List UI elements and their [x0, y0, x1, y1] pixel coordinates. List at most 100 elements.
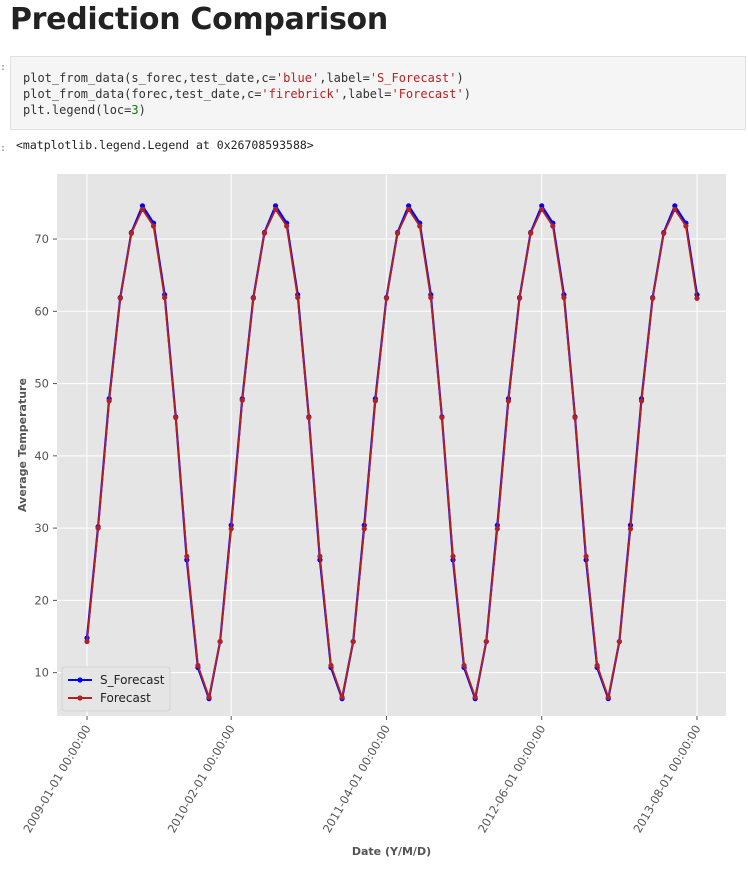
- code-token: ): [463, 87, 471, 101]
- x-tick-label: 2012-06-01 00:00:00: [475, 723, 548, 836]
- data-point: [272, 206, 279, 213]
- data-point: [150, 223, 157, 229]
- x-axis-label: Date (Y/M/D): [352, 845, 431, 858]
- data-point: [184, 553, 190, 559]
- data-point: [627, 526, 634, 532]
- data-point: [228, 526, 234, 532]
- code-line: plt.legend(loc=3): [23, 102, 745, 118]
- data-point: [95, 525, 101, 531]
- data-point: [450, 553, 456, 559]
- series-forecast: [84, 206, 700, 700]
- data-point: [661, 230, 667, 236]
- code-token: 'firebrick': [261, 87, 341, 101]
- data-point: [550, 223, 556, 229]
- data-point: [516, 295, 523, 301]
- code-token: ,label=: [340, 87, 392, 101]
- code-token: 'S_Forecast': [369, 71, 457, 85]
- data-point: [417, 223, 423, 229]
- y-tick-label: 20: [34, 593, 49, 607]
- data-point: [383, 295, 390, 301]
- data-point: [128, 230, 134, 236]
- data-point: [694, 295, 700, 301]
- data-point: [439, 414, 445, 421]
- code-token: ,label=: [319, 71, 370, 85]
- y-tick-label: 10: [34, 666, 49, 680]
- data-point: [84, 638, 90, 645]
- data-point: [483, 638, 489, 645]
- data-point: [461, 662, 467, 669]
- data-point: [272, 203, 279, 209]
- data-point: [539, 203, 545, 209]
- code-token: ): [138, 103, 146, 117]
- legend-box: [61, 666, 171, 712]
- code-token: plot_from_data(forec,test_date,c=: [23, 87, 262, 101]
- cell-output-text: <matplotlib.legend.Legend at 0x267085935…: [16, 138, 314, 152]
- y-tick-label: 40: [34, 449, 49, 463]
- code-token: 'blue': [275, 71, 320, 85]
- code-token: 'Forecast': [391, 87, 464, 101]
- data-point: [162, 294, 168, 301]
- x-tick-label: 2010-02-01 00:00:00: [165, 723, 238, 836]
- data-point: [350, 638, 356, 645]
- y-tick-label: 60: [34, 304, 49, 318]
- data-point: [494, 526, 500, 532]
- data-point: [406, 206, 412, 213]
- data-point: [295, 294, 301, 301]
- code-token: 3: [131, 103, 139, 117]
- data-point: [306, 414, 312, 421]
- data-point: [672, 206, 678, 213]
- y-tick-label: 70: [34, 232, 49, 246]
- data-point: [394, 230, 401, 236]
- data-point: [583, 553, 589, 559]
- data-point: [428, 294, 434, 301]
- data-point: [239, 397, 245, 403]
- data-point: [139, 206, 146, 213]
- code-token: ): [456, 71, 464, 85]
- data-point: [173, 414, 179, 421]
- x-tick-label: 2011-04-01 00:00:00: [320, 723, 393, 836]
- data-point: [117, 295, 123, 301]
- data-point: [561, 294, 567, 301]
- code-cell[interactable]: plot_from_data(s_forec,test_date,c='blue…: [10, 56, 746, 130]
- page-title: Prediction Comparison: [10, 2, 388, 37]
- line-chart: 10 20 30 40 50 60 70 2009-01-01 00:00:00 2010-02…: [16, 174, 726, 858]
- data-point: [528, 230, 534, 236]
- data-point: [539, 206, 545, 213]
- data-point: [650, 295, 656, 301]
- legend-marker: [77, 677, 83, 683]
- data-point: [139, 203, 146, 209]
- series-line: [86, 208, 698, 699]
- code-line: plot_from_data(s_forec,test_date,c='blue…: [23, 70, 745, 86]
- data-point: [672, 203, 678, 209]
- code-line: plot_from_data(forec,test_date,c='firebr…: [23, 86, 745, 102]
- data-point: [638, 398, 645, 404]
- data-point: [616, 638, 622, 645]
- legend-label: Forecast: [100, 691, 151, 705]
- data-point: [317, 553, 323, 559]
- data-point: [261, 230, 268, 236]
- data-point: [217, 638, 223, 645]
- y-tick-label: 30: [34, 521, 49, 535]
- data-point: [683, 223, 689, 229]
- y-axis-label: Average Temperature: [16, 378, 29, 512]
- data-point: [505, 398, 512, 404]
- data-point: [361, 526, 367, 532]
- data-point: [372, 398, 378, 404]
- data-point: [206, 694, 212, 700]
- data-point: [328, 662, 334, 669]
- data-point: [572, 414, 578, 421]
- data-point: [106, 398, 112, 404]
- data-point: [605, 694, 611, 700]
- x-tick-label: 2009-01-01 00:00:00: [20, 723, 93, 836]
- data-point: [195, 662, 201, 669]
- code-token: plot_from_data(s_forec,test_date,c=: [23, 71, 276, 85]
- data-point: [284, 223, 290, 229]
- code-token: plt.legend(loc=: [23, 103, 132, 117]
- y-tick-label: 50: [34, 377, 49, 391]
- data-point: [594, 662, 600, 669]
- legend-label: S_Forecast: [100, 673, 165, 687]
- data-point: [406, 203, 412, 209]
- output-prompt-marker: :: [0, 143, 7, 154]
- data-point: [250, 295, 256, 301]
- cell-prompt-marker: :: [0, 62, 7, 73]
